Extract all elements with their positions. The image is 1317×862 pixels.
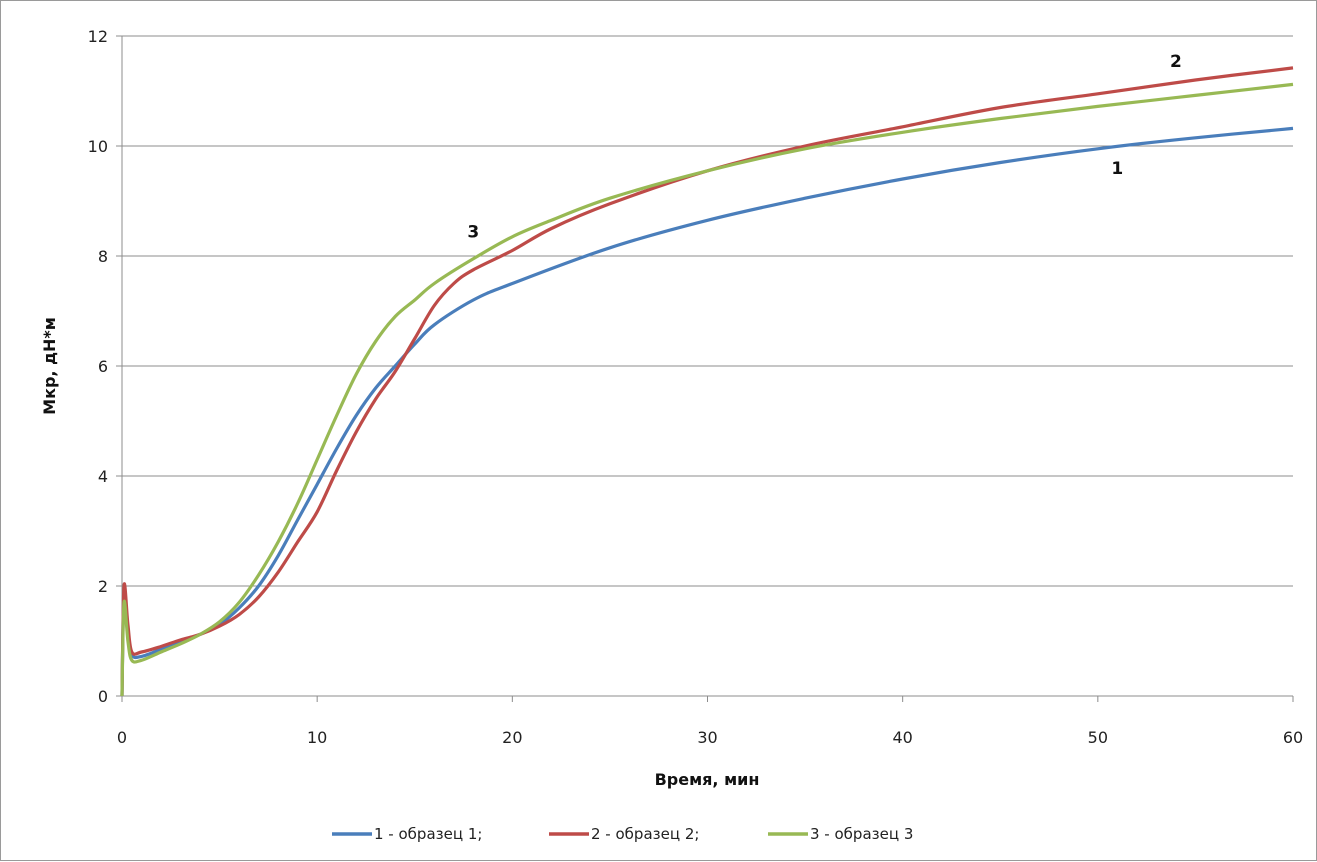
x-axis-title: Время, мин	[655, 770, 760, 789]
legend-label-2: 2 - образец 2;	[591, 825, 699, 843]
curve-label-3: 3	[467, 222, 479, 242]
y-axis-title: Мкр, дН*м	[40, 317, 59, 415]
x-tick-label: 10	[307, 728, 327, 747]
grid-lines	[122, 35, 1293, 587]
x-tick-label: 40	[892, 728, 912, 747]
legend: 1 - образец 1; 2 - образец 2; 3 - образец …	[332, 825, 913, 843]
y-tick-label: 0	[98, 687, 108, 706]
x-tick-label: 50	[1088, 728, 1108, 747]
legend-label-1: 1 - образец 1;	[374, 825, 482, 843]
legend-label-3: 3 - образец 3	[810, 825, 913, 843]
y-tick-label: 2	[98, 577, 108, 596]
y-tick-label: 8	[98, 247, 108, 266]
series-line-3	[120, 82, 1294, 697]
y-tick-label: 6	[98, 357, 108, 376]
x-tick-label: 0	[117, 728, 127, 747]
x-tick-label: 60	[1283, 728, 1303, 747]
series-line-2	[120, 66, 1294, 697]
x-tick-label: 30	[697, 728, 717, 747]
y-tick-label: 12	[88, 27, 108, 46]
series-lines	[120, 66, 1294, 697]
y-tick-label: 4	[98, 467, 108, 486]
curve-label-1: 1	[1111, 159, 1123, 179]
series-line-1	[120, 126, 1294, 697]
curve-labels: 1 2 3	[467, 52, 1181, 243]
x-tick-label: 20	[502, 728, 522, 747]
y-tick-label: 10	[88, 137, 108, 156]
curve-label-2: 2	[1170, 52, 1182, 72]
